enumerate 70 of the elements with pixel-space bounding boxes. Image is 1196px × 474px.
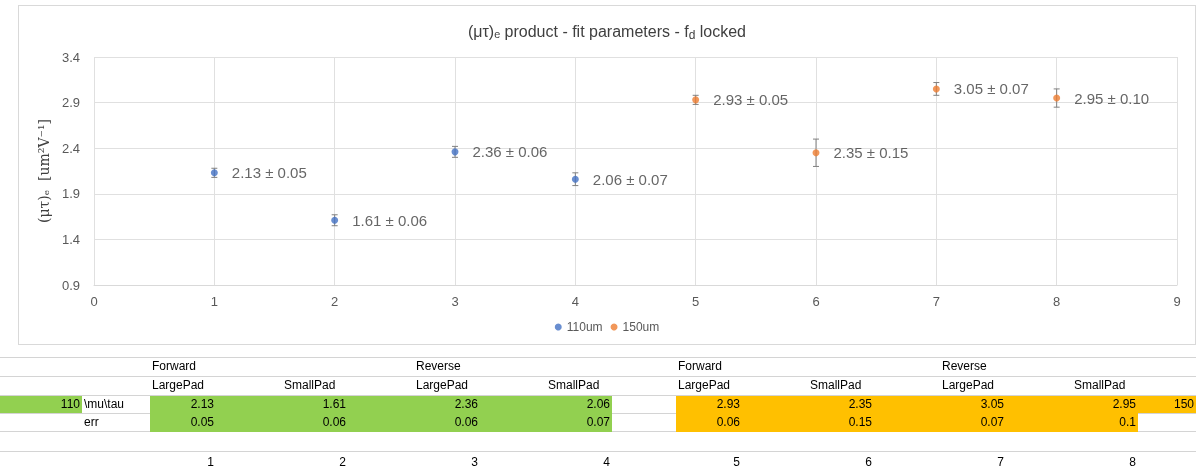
- text: LargePad: [151, 377, 206, 394]
- text: 2.95: [1111, 396, 1137, 413]
- data-label: 2.95 ± 0.10: [1074, 89, 1150, 107]
- data-label: 2.36 ± 0.06: [472, 143, 548, 161]
- text: 0.07: [979, 414, 1005, 431]
- text: 2: [338, 454, 347, 471]
- x-tick-label: 4: [571, 294, 579, 309]
- x-tick-label: 0: [90, 294, 98, 309]
- text: LargePad: [941, 377, 996, 394]
- legend-label: 150um: [622, 320, 660, 334]
- text: 0.05: [189, 414, 215, 431]
- text: Reverse: [415, 358, 462, 375]
- text: 8: [1128, 454, 1137, 471]
- text: 0.06: [321, 414, 347, 431]
- text: \mu\tau: [83, 396, 126, 413]
- data-label: 3.05 ± 0.07: [953, 80, 1029, 98]
- data-label: 2.06 ± 0.07: [592, 170, 668, 188]
- data-label: 2.35 ± 0.15: [833, 144, 909, 162]
- text: 1: [206, 454, 215, 471]
- text: SmallPad: [547, 377, 601, 394]
- text: 5: [732, 454, 741, 471]
- text: 1.61: [321, 396, 347, 413]
- x-tick-label: 2: [331, 294, 339, 309]
- data-label: 2.13 ± 0.05: [231, 164, 307, 182]
- text: 3: [470, 454, 479, 471]
- text: Forward: [677, 358, 723, 375]
- y-axis-title: (μτ)ₑ [um²V⁻¹]: [36, 118, 53, 224]
- point: [1053, 94, 1061, 102]
- text: 2.06: [585, 396, 611, 413]
- data-label: 2.93 ± 0.05: [713, 91, 789, 109]
- x-tick-label: 6: [812, 294, 820, 309]
- x-tick-label: 5: [692, 294, 700, 309]
- text: Reverse: [941, 358, 988, 375]
- y-tick-label: 1.4: [61, 231, 80, 247]
- x-tick-label: 3: [451, 294, 459, 309]
- x-tick-label: 1: [210, 294, 218, 309]
- y-tick-label: 0.9: [61, 277, 80, 293]
- text: 2.35: [847, 396, 873, 413]
- y-tick-label: 2.4: [61, 140, 80, 156]
- text: 2.36: [453, 396, 479, 413]
- x-tick-label: 8: [1053, 294, 1061, 309]
- text: LargePad: [677, 377, 732, 394]
- text: 3.05: [979, 396, 1005, 413]
- text: 110: [0, 396, 82, 413]
- text: SmallPad: [809, 377, 863, 394]
- text: 0.1: [1118, 414, 1137, 431]
- text: Forward: [151, 358, 197, 375]
- text: 6: [864, 454, 873, 471]
- legend-label: 110um: [566, 320, 603, 334]
- text: 2.13: [189, 396, 215, 413]
- y-tick-label: 1.9: [61, 186, 80, 202]
- text: 2.93: [715, 396, 741, 413]
- text: 150: [1138, 396, 1196, 413]
- data-label: 1.61 ± 0.06: [352, 211, 428, 229]
- y-tick-label: 3.4: [61, 49, 80, 65]
- text: SmallPad: [283, 377, 337, 394]
- x-tick-label: 9: [1173, 294, 1181, 309]
- x-tick-label: 7: [932, 294, 940, 309]
- text: 7: [996, 454, 1005, 471]
- text: SmallPad: [1073, 377, 1127, 394]
- y-tick-label: 2.9: [61, 95, 80, 111]
- text: 0.07: [585, 414, 611, 431]
- point: [571, 175, 579, 183]
- text: 0.06: [453, 414, 479, 431]
- text: 0.15: [847, 414, 873, 431]
- text: 4: [602, 454, 611, 471]
- text: err: [83, 414, 100, 431]
- text: 0.06: [715, 414, 741, 431]
- text: LargePad: [415, 377, 470, 394]
- point: [812, 149, 820, 157]
